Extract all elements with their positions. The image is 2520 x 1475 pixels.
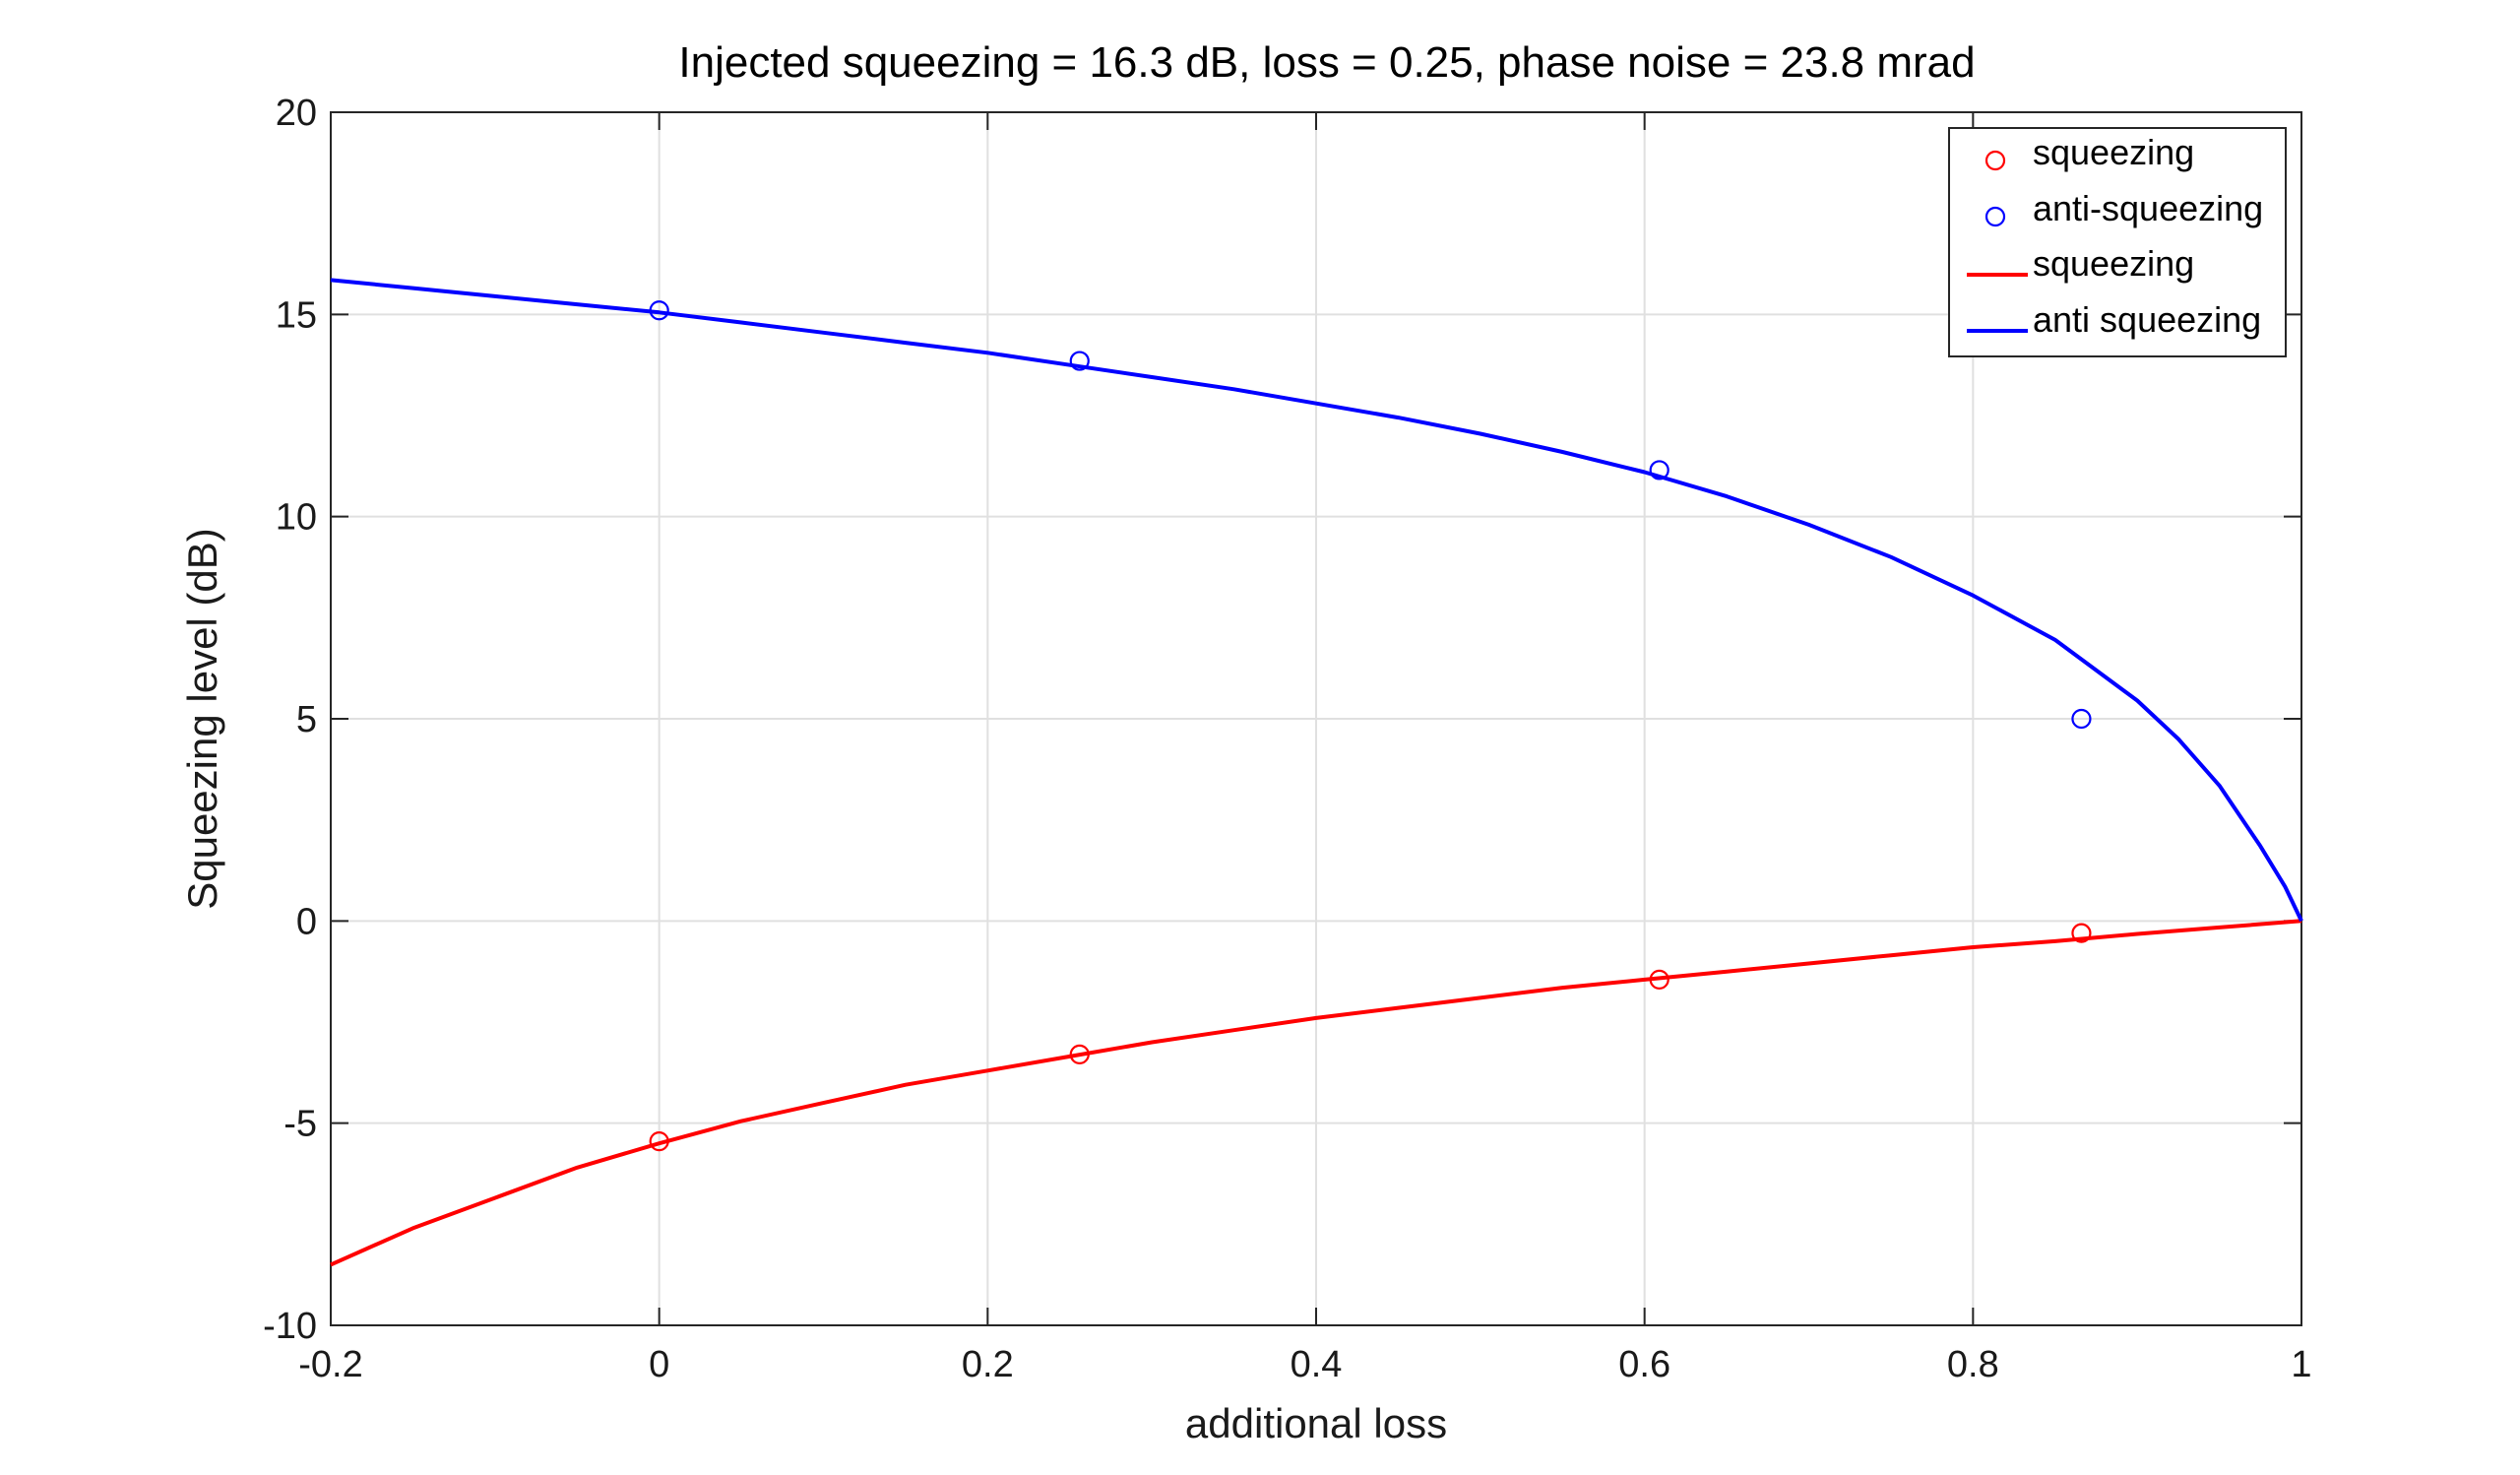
x-tick-label: 1	[2291, 1344, 2311, 1385]
x-tick-label: 0.2	[962, 1344, 1014, 1385]
anti-squeezing-data-point	[1649, 460, 1670, 481]
y-tick-label: -10	[263, 1306, 317, 1347]
x-tick-label: -0.2	[298, 1344, 362, 1385]
anti-squeezing-data-point	[1069, 351, 1090, 371]
squeezing-data-point	[649, 1131, 669, 1152]
x-tick-label: 0.8	[1947, 1344, 1999, 1385]
anti-squeezing-data-point	[2071, 708, 2092, 730]
x-tick-label: 0.6	[1618, 1344, 1670, 1385]
y-tick-label: 5	[296, 699, 317, 740]
legend-label: squeezing	[2033, 132, 2194, 172]
anti-squeezing-data-point	[649, 300, 669, 321]
y-tick-label: 10	[276, 497, 317, 539]
y-tick-label: -5	[284, 1104, 317, 1145]
x-axis-label: additional loss	[1185, 1400, 1447, 1446]
squeezing-data-point	[1069, 1044, 1090, 1064]
squeezing-data-point	[2071, 923, 2092, 943]
scatter-series	[649, 300, 2092, 1152]
anti-squeezing-fit-line	[330, 278, 2303, 923]
y-tick-label: 15	[276, 294, 317, 336]
legend-marker	[1984, 150, 2006, 171]
y-axis-label: Squeezing level (dB)	[179, 528, 225, 910]
squeezing-data-point	[1649, 969, 1670, 990]
y-tick-label: 0	[296, 901, 317, 942]
chart-title: Injected squeezing = 16.3 dB, loss = 0.2…	[678, 38, 1975, 87]
axis-ticks: -0.2 0 0.2 0.4 0.6 0.8 1 -10 -5 0 5 10 15 20	[263, 93, 2311, 1385]
legend-marker	[1984, 206, 2006, 227]
legend: squeezing anti-squeezing squeezing anti squ…	[1948, 127, 2287, 357]
line-series	[330, 278, 2303, 1267]
x-tick-label: 0.4	[1291, 1344, 1343, 1385]
squeezing-fit-line	[330, 919, 2302, 1267]
y-tick-label: 20	[276, 93, 317, 134]
legend-label: squeezing	[2033, 243, 2194, 284]
legend-label: anti squeezing	[2033, 299, 2261, 340]
x-tick-label: 0	[649, 1344, 669, 1385]
legend-label: anti-squeezing	[2033, 188, 2263, 228]
legend-box	[1948, 127, 2287, 357]
